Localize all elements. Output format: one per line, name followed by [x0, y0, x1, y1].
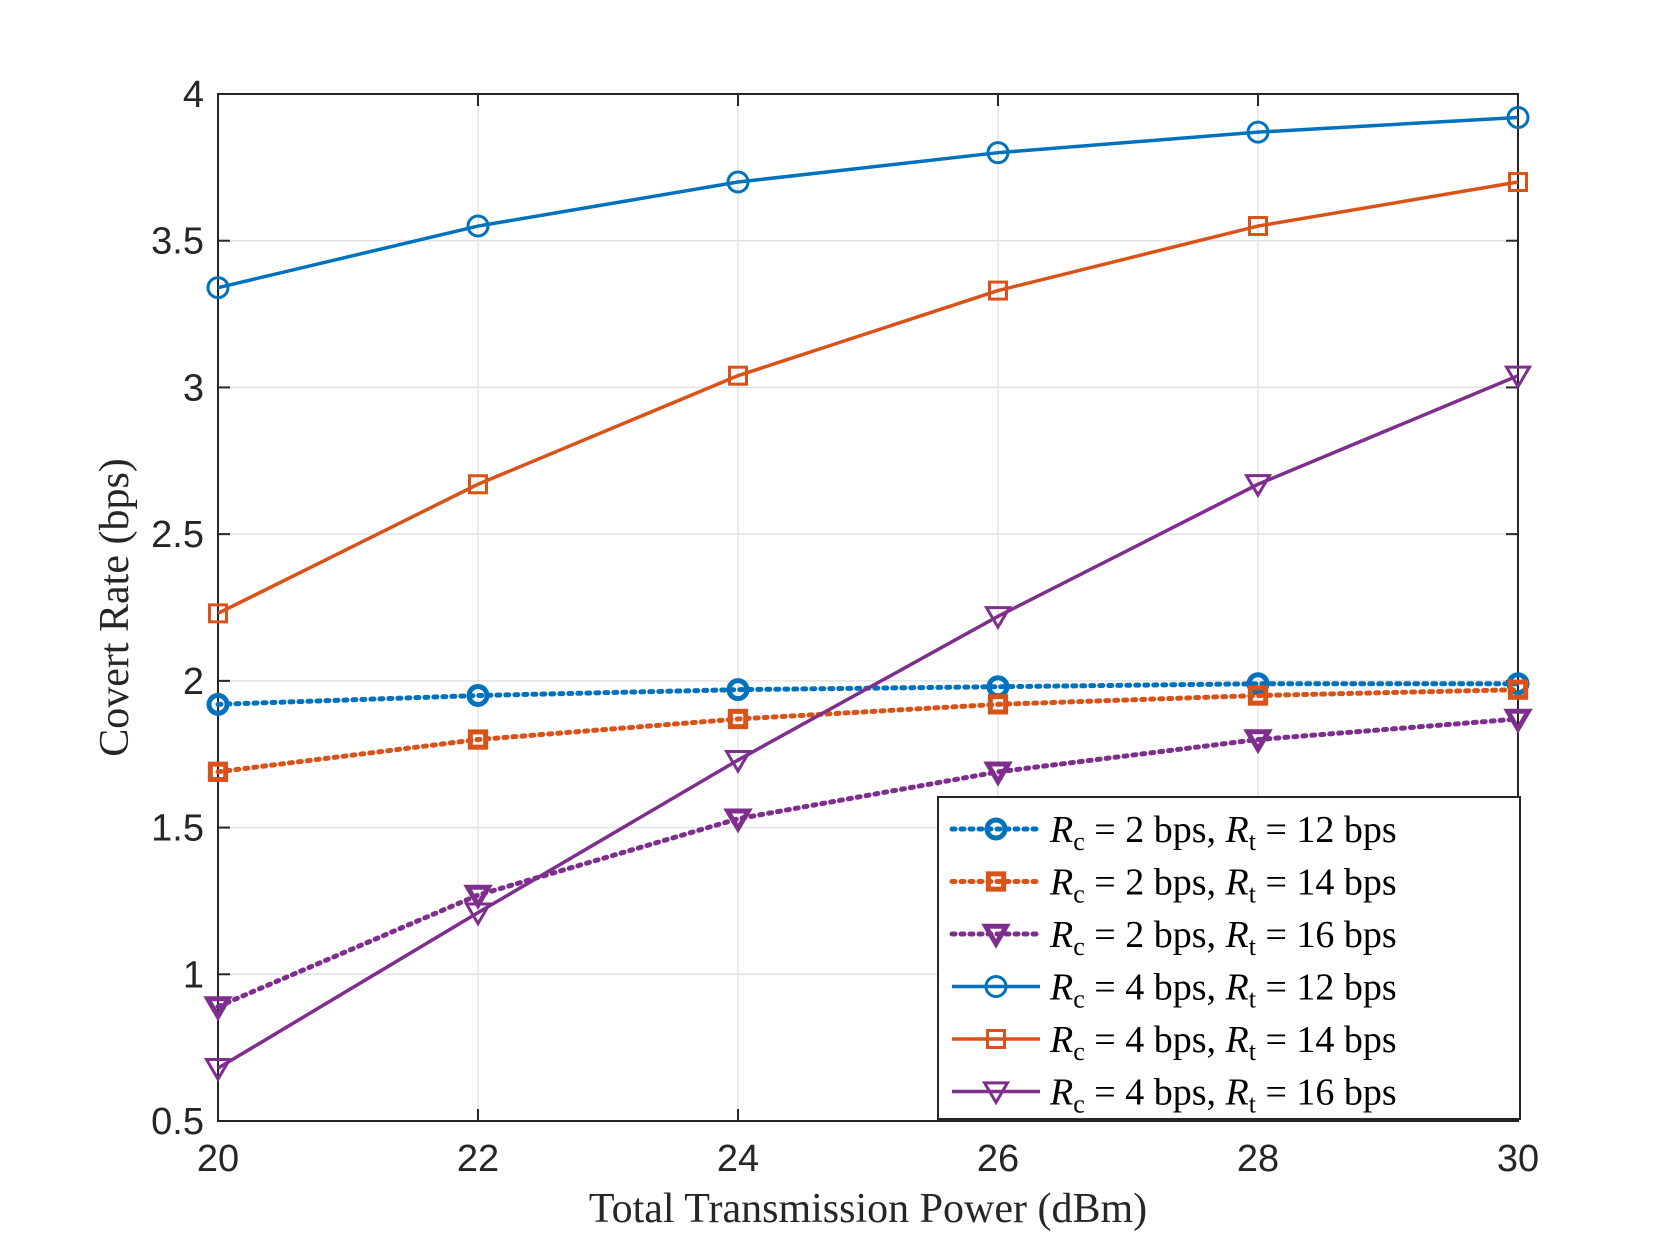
square-marker: [987, 694, 1009, 715]
circle-marker: [1506, 105, 1530, 129]
series-line: [215, 716, 1521, 1010]
square-marker: [1507, 679, 1529, 700]
legend-entry: Rc = 2 bps, Rt = 14 bps: [949, 862, 1397, 909]
square-marker: [468, 474, 488, 495]
triangle-marker: [1243, 729, 1273, 755]
circle-marker: [984, 975, 1008, 998]
series-2: [207, 679, 1529, 782]
circle-marker: [986, 141, 1010, 165]
y-tick-label: 3.5: [151, 221, 204, 263]
legend-entry: Rc = 4 bps, Rt = 14 bps: [952, 1019, 1397, 1066]
triangle-marker: [463, 902, 493, 927]
square-marker: [727, 708, 749, 730]
x-tick-label: 26: [977, 1138, 1019, 1180]
axis-ticks: 20 22 24 26 28 30 0.5 1 1.5 2 2.5 3 3.5 4: [151, 74, 1539, 1180]
legend-label: Rc = 2 bps, Rt = 14 bps: [1049, 862, 1397, 909]
legend-label: Rc = 2 bps, Rt = 16 bps: [1049, 914, 1397, 961]
triangle-marker: [981, 1081, 1011, 1106]
series-line: [217, 115, 1519, 290]
triangle-marker: [983, 761, 1013, 787]
square-marker: [1247, 685, 1269, 706]
x-tick-label: 24: [717, 1138, 759, 1180]
square-marker: [985, 871, 1007, 892]
y-axis-label: Covert Rate (bps): [92, 458, 138, 757]
legend-entry: Rc = 4 bps, Rt = 12 bps: [952, 967, 1397, 1014]
series-layer: [203, 105, 1533, 1083]
legend-entry: Rc = 2 bps, Rt = 16 bps: [949, 914, 1397, 961]
plot-area: [217, 93, 1519, 1122]
series-6: [203, 365, 1533, 1083]
square-marker: [728, 365, 748, 386]
legend-entry: Rc = 4 bps, Rt = 16 bps: [952, 1072, 1397, 1119]
triangle-marker: [723, 808, 753, 834]
circle-marker: [984, 817, 1008, 841]
x-tick-label: 22: [457, 1138, 499, 1180]
triangle-marker: [981, 923, 1011, 949]
legend-box: [937, 796, 1521, 1120]
square-marker: [208, 603, 228, 624]
legend-label: Rc = 4 bps, Rt = 12 bps: [1049, 967, 1397, 1014]
series-line: [217, 180, 1519, 615]
triangle-marker: [1503, 365, 1533, 390]
x-tick-label: 20: [197, 1138, 239, 1180]
y-tick-label: 2: [183, 661, 204, 703]
legend-label: Rc = 4 bps, Rt = 14 bps: [1049, 1019, 1397, 1066]
circle-marker: [726, 170, 750, 194]
circle-marker: [726, 678, 750, 702]
square-marker: [988, 280, 1008, 301]
legend-label: Rc = 4 bps, Rt = 16 bps: [1049, 1072, 1397, 1119]
series-line: [215, 687, 1521, 775]
y-tick-label: 0.5: [151, 1101, 204, 1143]
triangle-marker: [203, 996, 233, 1022]
series-3: [203, 708, 1533, 1022]
square-marker: [467, 729, 489, 750]
legend-label: Rc = 2 bps, Rt = 12 bps: [1049, 809, 1397, 856]
square-marker: [986, 1029, 1006, 1049]
circle-marker: [466, 214, 490, 238]
x-axis-label: Total Transmission Power (dBm): [589, 1186, 1147, 1232]
series-line: [217, 374, 1519, 1070]
circle-marker: [206, 692, 230, 716]
y-tick-label: 2.5: [151, 514, 204, 556]
legend: Rc = 2 bps, Rt = 12 bps Rc = 2 bps, Rt = …: [937, 796, 1521, 1120]
triangle-marker: [1243, 474, 1273, 499]
y-tick-label: 1: [183, 954, 204, 996]
series-4: [206, 105, 1530, 300]
triangle-marker: [463, 884, 493, 910]
triangle-marker: [1503, 708, 1533, 734]
y-tick-label: 3: [183, 367, 204, 409]
x-tick-label: 30: [1497, 1138, 1539, 1180]
triangle-marker: [983, 606, 1013, 631]
y-tick-label: 1.5: [151, 808, 204, 850]
y-tick-label: 4: [183, 74, 204, 116]
square-marker: [207, 761, 229, 782]
circle-marker: [206, 276, 230, 300]
series-5: [208, 172, 1528, 624]
circle-marker: [466, 684, 490, 708]
circle-marker: [1246, 672, 1270, 696]
x-tick-label: 28: [1237, 1138, 1279, 1180]
square-marker: [1248, 216, 1268, 237]
triangle-marker: [723, 749, 753, 774]
triangle-marker: [203, 1058, 233, 1083]
circle-marker: [1246, 120, 1270, 144]
legend-entry: Rc = 2 bps, Rt = 12 bps: [949, 809, 1397, 856]
square-marker: [1508, 172, 1528, 193]
